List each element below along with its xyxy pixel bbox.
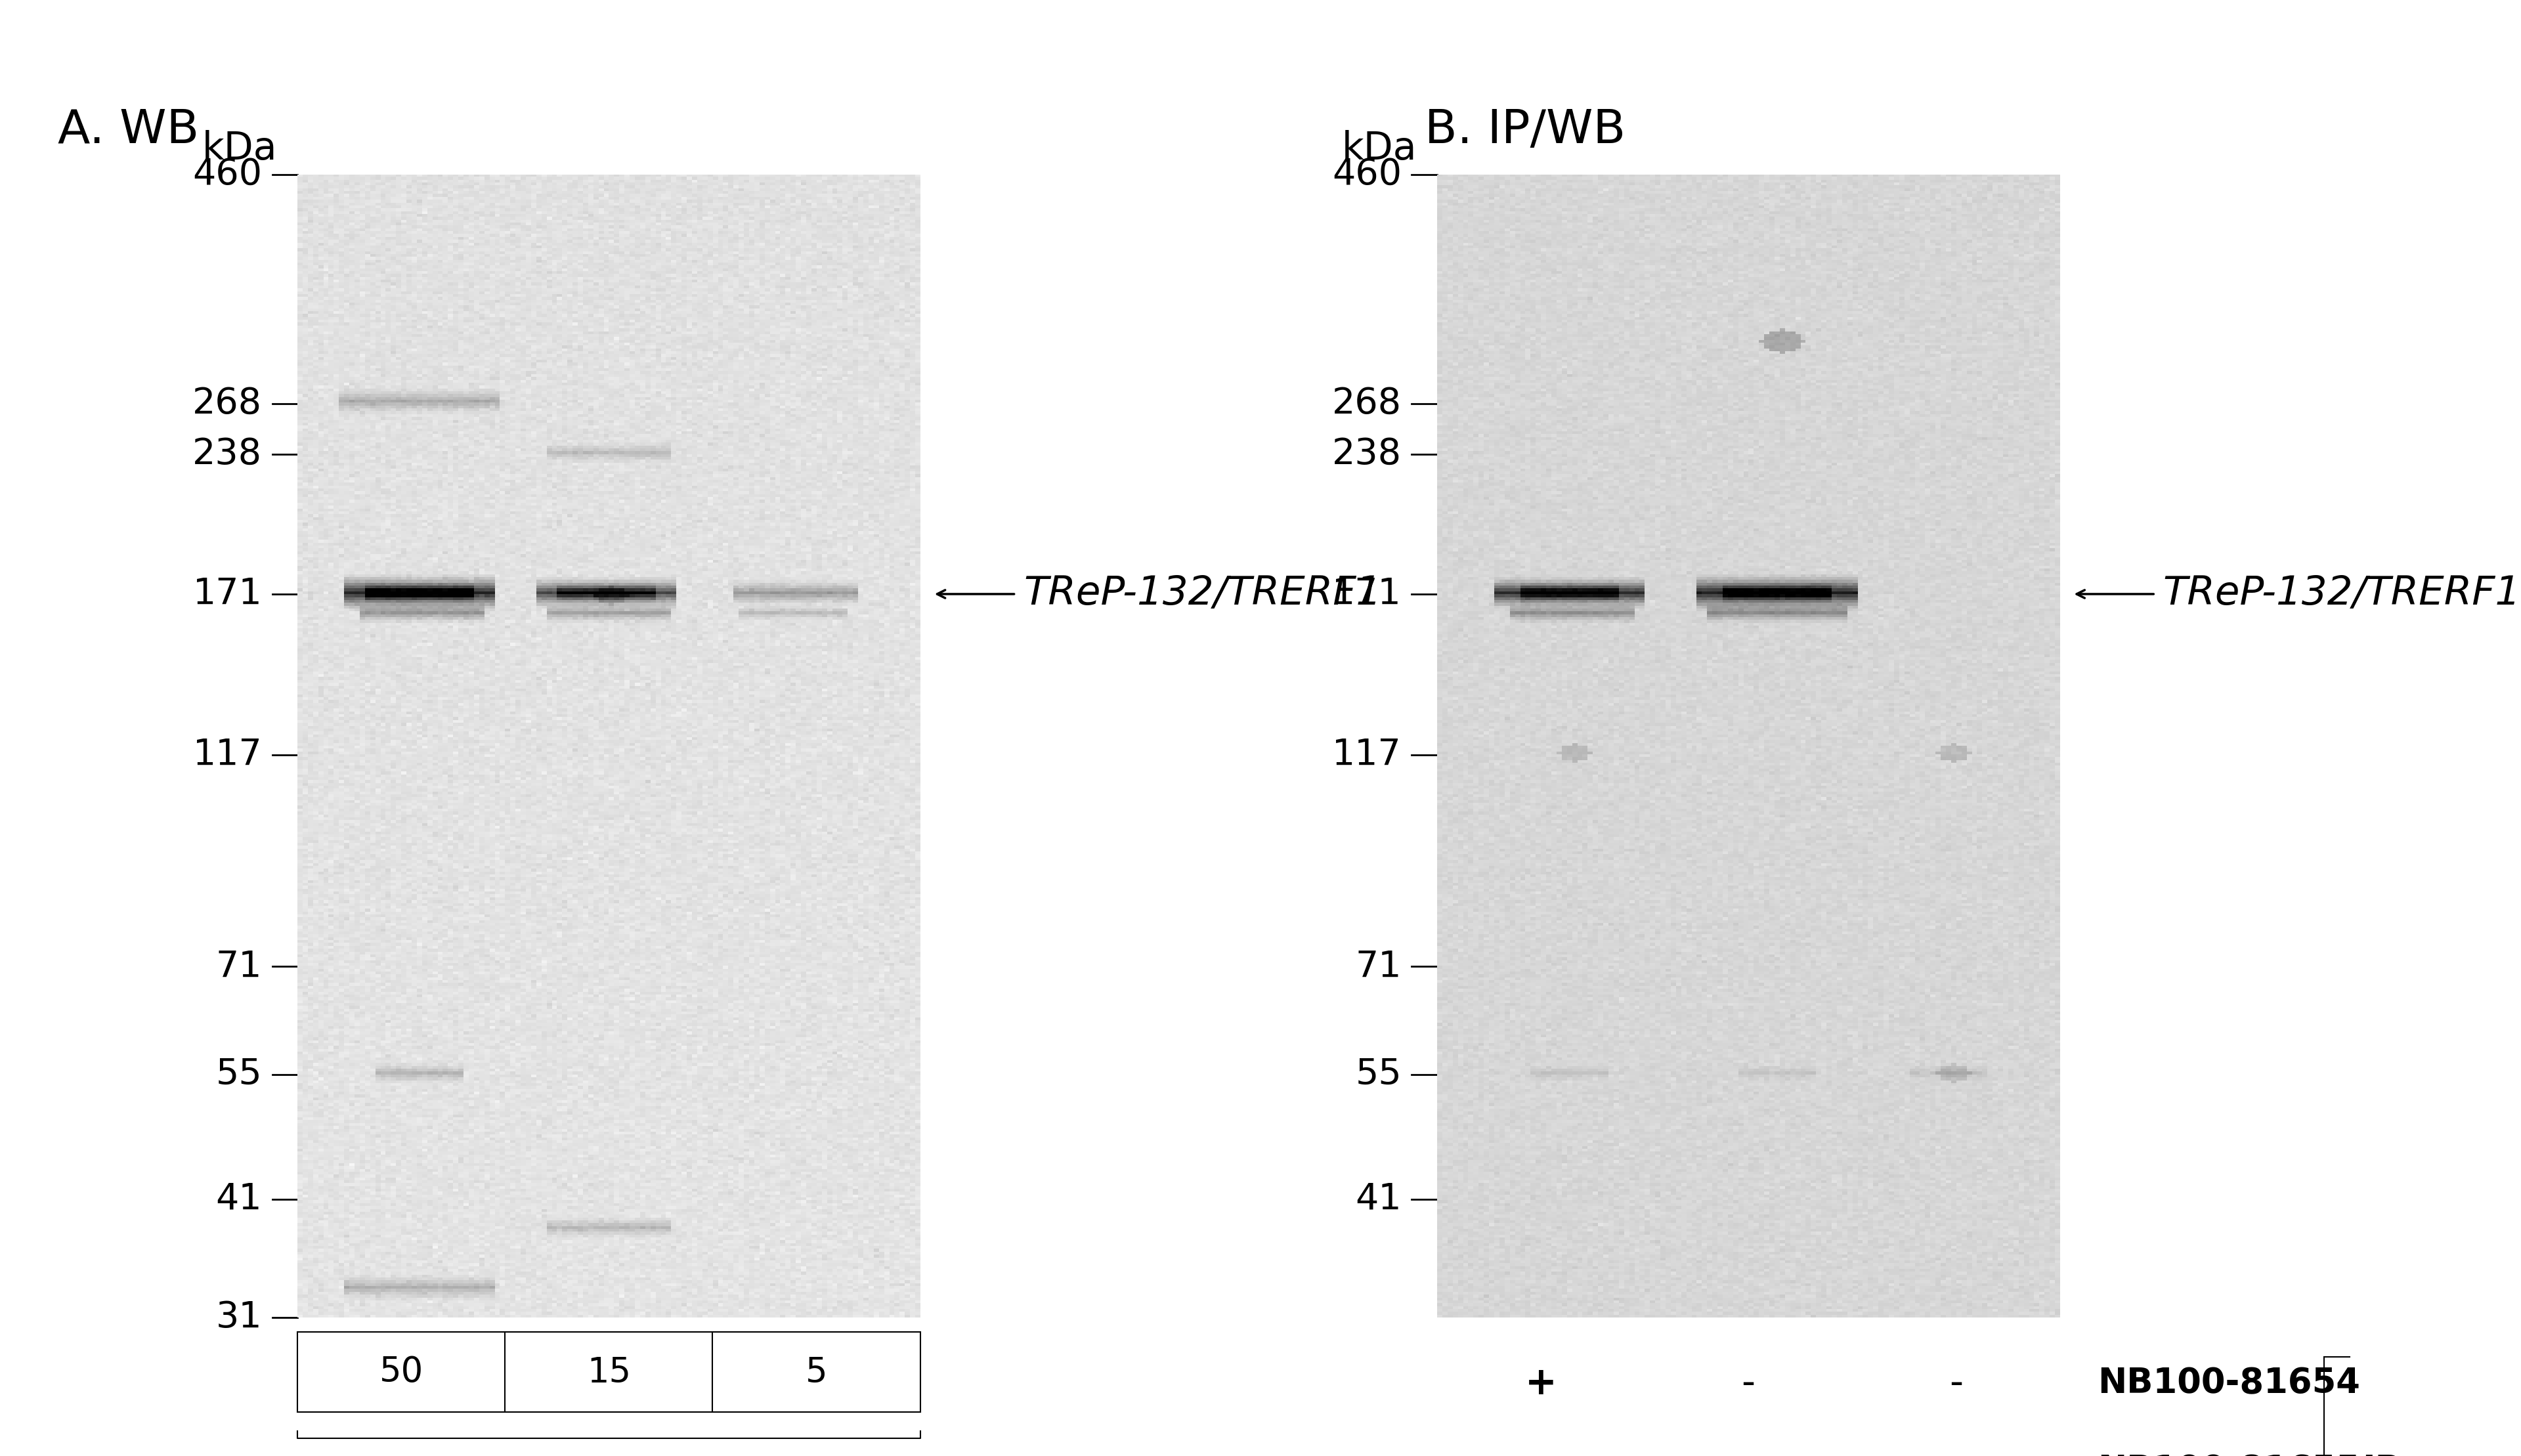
Text: A. WB: A. WB: [58, 108, 199, 153]
Text: +: +: [1525, 1364, 1558, 1402]
Text: 31: 31: [217, 1300, 262, 1335]
Text: 171: 171: [1331, 577, 1402, 612]
Text: 55: 55: [217, 1057, 262, 1092]
Text: 117: 117: [192, 737, 262, 773]
Text: TReP-132/TRERF1: TReP-132/TRERF1: [2163, 575, 2521, 613]
Text: NB100-81654: NB100-81654: [2097, 1366, 2360, 1401]
Text: IP: IP: [2362, 1453, 2400, 1456]
Bar: [297, 1332, 920, 1412]
Text: 41: 41: [1356, 1181, 1402, 1217]
Text: 238: 238: [1331, 437, 1402, 472]
Text: 460: 460: [1331, 157, 1402, 192]
Text: +: +: [1732, 1452, 1765, 1456]
Text: B. IP/WB: B. IP/WB: [1424, 108, 1626, 153]
Text: kDa: kDa: [202, 130, 277, 167]
Text: 460: 460: [192, 157, 262, 192]
Text: 15: 15: [587, 1356, 630, 1389]
Text: 71: 71: [217, 949, 262, 984]
Text: kDa: kDa: [1341, 130, 1417, 167]
Text: 268: 268: [1331, 386, 1402, 421]
Text: 55: 55: [1356, 1057, 1402, 1092]
Text: 268: 268: [192, 386, 262, 421]
Text: NB100-81655: NB100-81655: [2097, 1453, 2360, 1456]
Text: TReP-132/TRERF1: TReP-132/TRERF1: [1024, 575, 1382, 613]
Text: 171: 171: [192, 577, 262, 612]
Text: -: -: [1949, 1364, 1964, 1402]
Text: 50: 50: [378, 1356, 424, 1389]
Text: 238: 238: [192, 437, 262, 472]
Text: -: -: [1533, 1452, 1548, 1456]
Text: 5: 5: [804, 1356, 827, 1389]
Text: -: -: [1742, 1364, 1755, 1402]
Text: 117: 117: [1331, 737, 1402, 773]
Text: -: -: [1949, 1452, 1964, 1456]
Text: 41: 41: [217, 1181, 262, 1217]
Text: 71: 71: [1356, 949, 1402, 984]
